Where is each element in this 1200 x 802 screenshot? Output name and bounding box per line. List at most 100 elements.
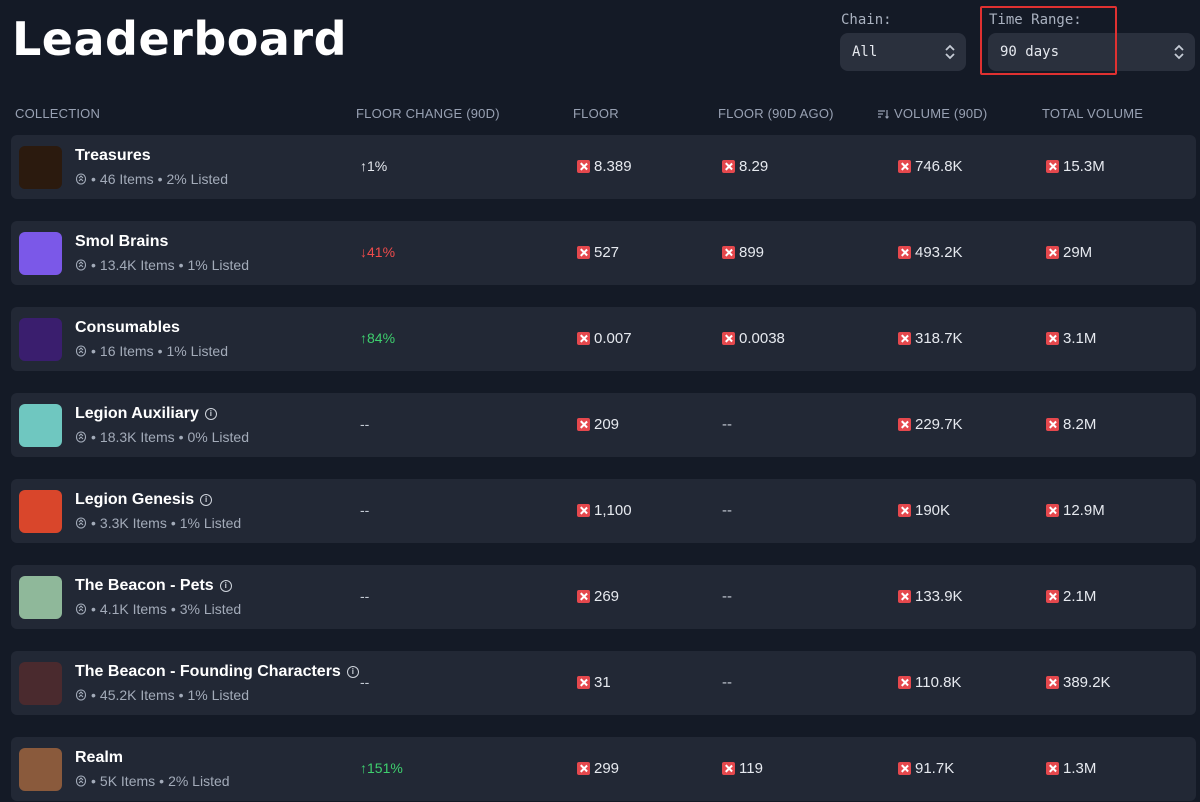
volume-value: 133.9K	[915, 588, 963, 605]
collection-name[interactable]: Smol Brains	[75, 233, 168, 251]
magic-token-icon	[898, 504, 911, 517]
meta-separator: •	[91, 773, 96, 789]
header-total-volume[interactable]: TOTAL VOLUME	[1042, 106, 1144, 121]
collection-thumbnail	[19, 490, 62, 533]
floor-change-value: ↓41%	[360, 244, 396, 260]
collection-thumbnail	[19, 748, 62, 791]
floor-value: 269	[594, 588, 620, 605]
collection-name[interactable]: Legion Genesis i	[75, 491, 213, 509]
header-floor-ago[interactable]: FLOOR (90D AGO)	[718, 106, 834, 121]
floor-cell: 527	[577, 244, 619, 261]
floor-cell: 0.007	[577, 330, 632, 347]
collection-thumbnail	[19, 146, 62, 189]
table-row[interactable]: Legion Auxiliary i • 18.3K Items • 0% Li…	[11, 393, 1196, 457]
magic-token-icon	[898, 332, 911, 345]
collection-name-text: The Beacon - Founding Characters	[75, 663, 341, 680]
total-volume-value: 3.1M	[1063, 330, 1097, 347]
floor-change-value: ↑151%	[360, 760, 403, 776]
floor-cell: 269	[577, 588, 619, 605]
magic-token-icon	[1046, 332, 1059, 345]
volume-cell: 190K	[898, 502, 950, 519]
table-row[interactable]: The Beacon - Pets i • 4.1K Items • 3% Li…	[11, 565, 1196, 629]
meta-separator: •	[170, 601, 176, 617]
info-icon[interactable]: i	[200, 494, 213, 506]
magic-token-icon	[722, 762, 735, 775]
chain-icon	[75, 603, 87, 615]
collection-name[interactable]: Realm	[75, 749, 123, 767]
table-row[interactable]: The Beacon - Founding Characters i • 45.…	[11, 651, 1196, 715]
magic-token-icon	[577, 332, 590, 345]
collection-name[interactable]: Treasures	[75, 147, 151, 165]
table-row[interactable]: Smol Brains • 13.4K Items • 1% Listed ↓4…	[11, 221, 1196, 285]
collection-meta: • 45.2K Items • 1% Listed	[75, 687, 249, 703]
magic-token-icon	[898, 762, 911, 775]
magic-token-icon	[1046, 590, 1059, 603]
meta-separator: •	[91, 343, 96, 359]
meta-separator: •	[91, 601, 96, 617]
chain-select[interactable]: All	[840, 33, 966, 71]
collection-name[interactable]: The Beacon - Founding Characters i	[75, 663, 359, 681]
floor-ago-cell: --	[722, 416, 732, 433]
floor-ago-cell: --	[722, 588, 732, 605]
header-floor-change[interactable]: FLOOR CHANGE (90D)	[356, 106, 500, 121]
collection-name[interactable]: Legion Auxiliary i	[75, 405, 217, 423]
floor-ago-cell: 8.29	[722, 158, 768, 175]
time-range-select[interactable]: 90 days	[988, 33, 1195, 71]
chain-icon	[75, 689, 87, 701]
floor-ago-cell: 119	[722, 760, 763, 777]
collection-listed: 2% Listed	[168, 773, 230, 789]
floor-ago-value: --	[722, 674, 732, 691]
meta-separator: •	[157, 343, 163, 359]
floor-cell: 1,100	[577, 502, 632, 519]
collection-name[interactable]: The Beacon - Pets i	[75, 577, 232, 595]
collection-meta: • 5K Items • 2% Listed	[75, 773, 230, 789]
floor-value: 527	[594, 244, 620, 261]
meta-separator: •	[178, 257, 184, 273]
time-range-select-value: 90 days	[1000, 44, 1060, 60]
volume-cell: 229.7K	[898, 416, 963, 433]
total-volume-value: 389.2K	[1063, 674, 1111, 691]
info-icon[interactable]: i	[219, 580, 232, 592]
table-row[interactable]: Consumables • 16 Items • 1% Listed ↑84% …	[11, 307, 1196, 371]
header-collection[interactable]: COLLECTION	[15, 106, 101, 121]
chevron-up-down-icon	[1174, 44, 1184, 60]
floor-ago-value: 8.29	[739, 158, 769, 175]
magic-token-icon	[1046, 676, 1059, 689]
total-volume-value: 1.3M	[1063, 760, 1097, 777]
volume-value: 110.8K	[915, 674, 962, 691]
floor-ago-cell: 899	[722, 244, 764, 261]
floor-ago-value: 0.0038	[739, 330, 785, 347]
magic-token-icon	[722, 160, 735, 173]
total-volume-cell: 1.3M	[1046, 760, 1096, 777]
total-volume-cell: 29M	[1046, 244, 1092, 261]
collection-name-text: The Beacon - Pets	[75, 577, 214, 594]
collection-name-text: Consumables	[75, 319, 180, 336]
volume-cell: 91.7K	[898, 760, 954, 777]
header-floor[interactable]: FLOOR	[573, 106, 619, 121]
volume-cell: 318.7K	[898, 330, 963, 347]
floor-change-value: ↑84%	[360, 330, 396, 346]
header-volume[interactable]: VOLUME (90D)	[877, 106, 987, 121]
magic-token-icon	[898, 160, 911, 173]
collection-meta: • 3.3K Items • 1% Listed	[75, 515, 241, 531]
chain-icon	[75, 345, 87, 357]
chevron-up-down-icon	[945, 44, 955, 60]
table-row[interactable]: Treasures • 46 Items • 2% Listed ↑1% 8.3…	[11, 135, 1196, 199]
floor-change-value: --	[360, 502, 370, 518]
total-volume-cell: 389.2K	[1046, 674, 1111, 691]
collection-name[interactable]: Consumables	[75, 319, 180, 337]
meta-separator: •	[157, 171, 163, 187]
magic-token-icon	[577, 676, 590, 689]
table-row[interactable]: Legion Genesis i • 3.3K Items • 1% Liste…	[11, 479, 1196, 543]
chain-icon	[75, 775, 87, 787]
collection-listed: 1% Listed	[187, 257, 249, 273]
collection-items: 18.3K Items	[99, 429, 175, 445]
volume-cell: 110.8K	[898, 674, 961, 691]
table-row[interactable]: Realm • 5K Items • 2% Listed ↑151% 299 1…	[11, 737, 1196, 801]
meta-separator: •	[170, 515, 176, 531]
floor-cell: 31	[577, 674, 611, 691]
info-icon[interactable]: i	[346, 666, 359, 678]
info-icon[interactable]: i	[204, 408, 217, 420]
total-volume-value: 2.1M	[1063, 588, 1097, 605]
magic-token-icon	[722, 246, 735, 259]
